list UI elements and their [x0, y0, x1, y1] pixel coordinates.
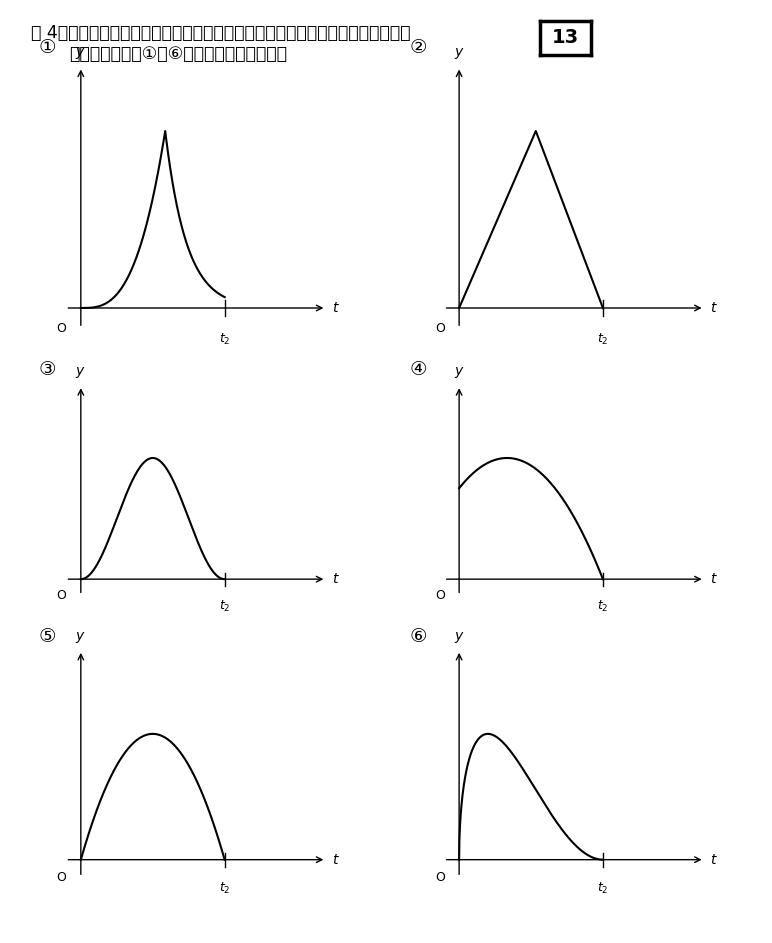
- Text: $y$: $y$: [76, 45, 86, 60]
- Text: O: O: [56, 588, 66, 602]
- Text: $t$: $t$: [332, 301, 340, 315]
- Text: $y$: $y$: [76, 630, 86, 645]
- Text: ③: ③: [39, 360, 56, 379]
- Text: $t_2$: $t_2$: [598, 332, 608, 347]
- Text: $t_2$: $t_2$: [219, 881, 230, 896]
- Text: $y$: $y$: [454, 45, 465, 60]
- Text: ⑥: ⑥: [409, 627, 427, 646]
- Text: $t_2$: $t_2$: [219, 332, 230, 347]
- Text: $y$: $y$: [454, 366, 465, 380]
- Text: $t$: $t$: [710, 852, 718, 867]
- Text: $t$: $t$: [332, 572, 340, 587]
- Text: ②: ②: [409, 38, 427, 57]
- Text: ⑤: ⑤: [39, 627, 56, 646]
- Text: ④: ④: [409, 360, 427, 379]
- Text: なものを，次の①～⑥のうちから一つ選べ。: なものを，次の①～⑥のうちから一つ選べ。: [69, 45, 287, 63]
- Text: 問 4　小物体の地面からの高さｙと，時刻ｔの関係を表すグラフとして最も適当: 問 4 小物体の地面からの高さｙと，時刻ｔの関係を表すグラフとして最も適当: [31, 24, 411, 41]
- Text: O: O: [435, 870, 445, 884]
- Text: O: O: [435, 588, 445, 602]
- Text: $t$: $t$: [710, 301, 718, 315]
- Text: O: O: [56, 870, 66, 884]
- Text: $t_2$: $t_2$: [598, 599, 608, 614]
- Text: ①: ①: [39, 38, 56, 57]
- Text: O: O: [435, 322, 445, 335]
- Text: $y$: $y$: [454, 630, 465, 645]
- Text: $y$: $y$: [76, 366, 86, 380]
- Text: $t_2$: $t_2$: [219, 599, 230, 614]
- Text: O: O: [56, 322, 66, 335]
- Text: 13: 13: [552, 28, 579, 47]
- Text: $t$: $t$: [710, 572, 718, 587]
- Text: $t$: $t$: [332, 852, 340, 867]
- Text: $t_2$: $t_2$: [598, 881, 608, 896]
